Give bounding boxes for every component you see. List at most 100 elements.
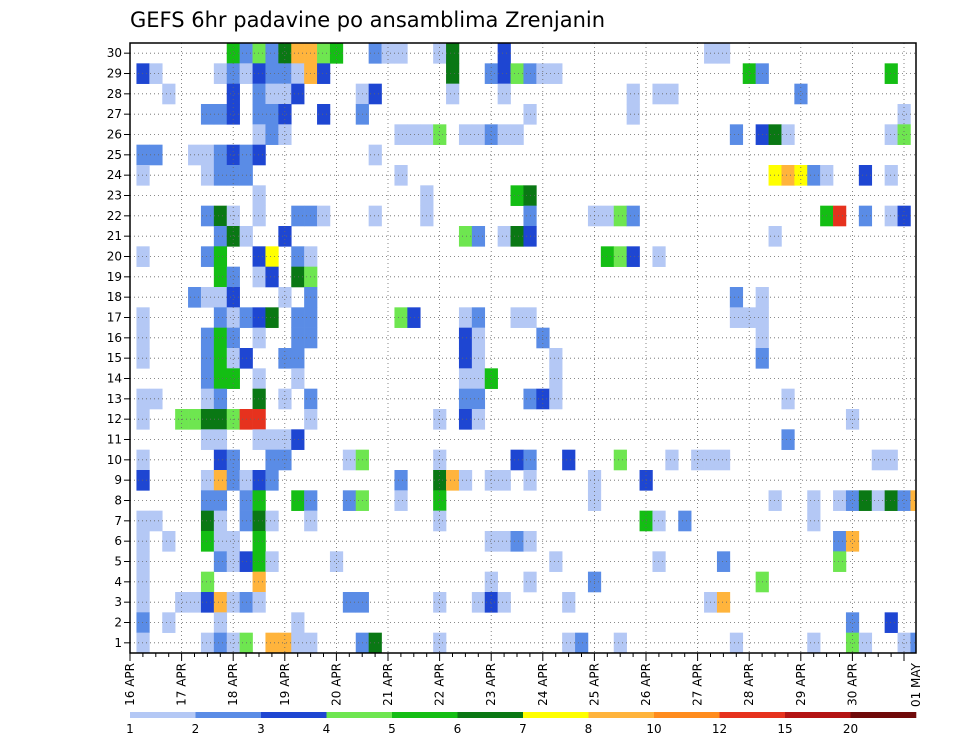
colorbar-segment <box>588 712 655 718</box>
heatmap-cell <box>278 43 292 64</box>
heatmap-cell <box>213 144 228 166</box>
colorbar-label: 20 <box>843 722 858 736</box>
heatmap-cell <box>213 409 228 430</box>
heatmap-cell <box>910 490 917 511</box>
heatmap-cell <box>833 205 847 227</box>
heatmap-cell <box>200 368 215 389</box>
heatmap-cell <box>833 551 847 572</box>
heatmap-cell <box>291 307 305 328</box>
heatmap-cell <box>562 632 576 654</box>
heatmap-cell <box>200 348 215 369</box>
heatmap-cell <box>136 449 150 471</box>
heatmap-cell <box>200 287 215 308</box>
heatmap-cell <box>136 348 150 369</box>
y-tick-label: 17 <box>107 311 122 325</box>
heatmap-cell <box>226 144 240 166</box>
colorbar-label: 1 <box>126 722 134 736</box>
x-tick-label: 26 APR <box>639 663 653 706</box>
heatmap-cell <box>136 612 150 633</box>
y-tick-label: 5 <box>114 555 122 569</box>
heatmap-cell <box>213 327 228 349</box>
x-tick-label: 27 APR <box>691 663 705 706</box>
heatmap-cell <box>342 592 357 613</box>
heatmap-cell <box>716 43 731 64</box>
y-tick-label: 3 <box>114 595 122 609</box>
heatmap-cell <box>136 470 150 491</box>
x-tick-label: 16 APR <box>123 663 137 706</box>
heatmap-cell <box>858 632 873 654</box>
heatmap-cell <box>213 246 228 267</box>
heatmap-cell <box>200 632 215 654</box>
y-tick-label: 26 <box>107 128 122 142</box>
heatmap-cell <box>613 205 627 227</box>
heatmap-cell <box>845 612 860 633</box>
heatmap-cell <box>446 63 460 84</box>
y-tick-label: 2 <box>114 616 122 630</box>
heatmap-cell <box>497 43 511 64</box>
heatmap-cell <box>768 165 782 186</box>
heatmap-cell <box>381 43 395 64</box>
colorbar-label: 3 <box>257 722 265 736</box>
heatmap-cell <box>226 43 240 64</box>
colorbar-label: 7 <box>519 722 527 736</box>
plot-frame <box>129 42 917 654</box>
heatmap-cell <box>342 490 357 511</box>
heatmap-cell <box>252 246 266 267</box>
heatmap-cell <box>265 104 279 125</box>
x-tick-label: 17 APR <box>175 663 189 706</box>
heatmap-cell <box>200 571 215 593</box>
heatmap-cell <box>291 348 305 369</box>
x-tick-label: 29 APR <box>794 663 808 706</box>
heatmap-cell <box>458 470 473 491</box>
y-tick-label: 4 <box>114 575 122 589</box>
heatmap-cell <box>394 470 408 491</box>
heatmap-cell <box>136 144 150 166</box>
heatmap-cells <box>136 43 917 654</box>
heatmap-cell <box>884 63 898 84</box>
heatmap-cell <box>613 449 627 471</box>
heatmap-cell <box>213 307 228 328</box>
heatmap-cell <box>226 83 240 105</box>
heatmap-cell <box>278 124 292 145</box>
x-tick-label: 20 APR <box>329 663 343 706</box>
heatmap-cell <box>213 287 228 308</box>
colorbar-segment <box>719 712 786 718</box>
heatmap-cell <box>252 429 266 450</box>
heatmap-cell <box>200 510 215 532</box>
colorbar-label: 15 <box>777 722 792 736</box>
heatmap-cell <box>497 124 511 145</box>
heatmap-cell <box>458 327 473 349</box>
heatmap-cell <box>458 348 473 369</box>
heatmap-cell <box>368 205 382 227</box>
heatmap-cell <box>458 368 473 389</box>
heatmap-cell <box>226 368 240 389</box>
heatmap-cell <box>265 429 279 450</box>
heatmap-cell <box>716 592 731 613</box>
heatmap-cell <box>175 592 189 613</box>
heatmap-cell <box>291 83 305 105</box>
colorbar-segment <box>850 712 917 718</box>
heatmap-cell <box>446 83 460 105</box>
heatmap-cell <box>678 510 692 532</box>
heatmap-cell <box>265 449 279 471</box>
heatmap-cell <box>652 83 666 105</box>
heatmap-cell <box>213 510 228 532</box>
heatmap-cell <box>549 368 563 389</box>
heatmap-cell <box>716 551 731 572</box>
x-tick-label: 22 APR <box>433 663 447 706</box>
heatmap-cell <box>291 612 305 633</box>
heatmap-cell <box>200 388 215 410</box>
y-tick-label: 24 <box>107 168 122 182</box>
x-tick-label: 01 MAY <box>909 662 923 707</box>
heatmap-cell <box>781 165 795 186</box>
heatmap-cell <box>458 124 473 145</box>
heatmap-cell <box>600 205 615 227</box>
heatmap-cell <box>510 307 524 328</box>
heatmap-cell <box>652 510 666 532</box>
heatmap-cell <box>858 165 873 186</box>
heatmap-cell <box>484 571 498 593</box>
heatmap-cell <box>768 490 782 511</box>
x-tick-label: 24 APR <box>536 663 550 706</box>
heatmap-cell <box>162 83 176 105</box>
